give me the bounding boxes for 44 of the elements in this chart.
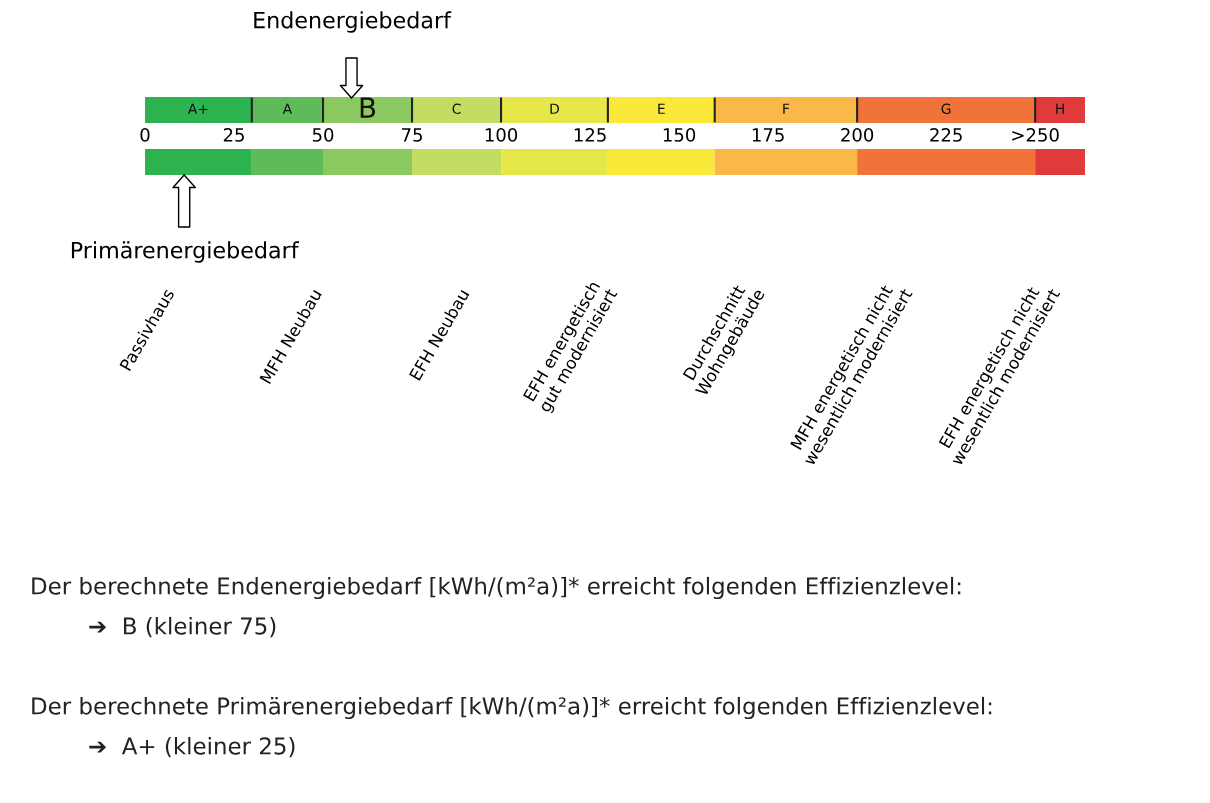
text: Der berechnete Primärenergiebedarf [kWh/(m²a)]* erreicht folgenden Effizienzlevel: (32, 696, 992, 720)
x-tick-label: 150 (663, 128, 696, 142)
bar (501, 97, 608, 123)
text: Der berechnete Endenergiebedarf [kWh/(m²a)]* erreicht folgenden Effizienzlevel: (32, 576, 961, 600)
x-tick-label: >250 (1012, 128, 1059, 142)
bar (145, 97, 252, 123)
x-tick-label: 0 (140, 128, 150, 142)
data-label: B (360, 97, 376, 118)
bar (857, 149, 1036, 175)
x-tick-label: 125 (574, 128, 606, 142)
data-label: A+ (187, 103, 208, 114)
bar (857, 97, 1036, 123)
x-tick-label: 75 (402, 128, 422, 142)
data-label: D (550, 103, 559, 114)
bar (714, 97, 858, 123)
bar (1035, 97, 1085, 123)
x-tick-label: 100 (485, 128, 518, 142)
bar (501, 149, 608, 175)
x-tick-label: 225 (930, 128, 962, 142)
bar (145, 149, 252, 175)
bar (714, 149, 858, 175)
text: ➔ B (kleiner 75) (89, 616, 276, 638)
bar (412, 149, 502, 175)
data-label: A (282, 103, 293, 114)
ref-line-label: Primärenergiebedarf (71, 241, 299, 263)
text: ➔ A+ (kleiner 25) (89, 736, 295, 758)
data-label: C (452, 103, 461, 115)
bar (323, 149, 413, 175)
data-label: G (941, 103, 951, 115)
data-label: F (783, 103, 790, 114)
data-label: E (658, 103, 665, 114)
bar (607, 149, 715, 175)
bar (607, 97, 715, 123)
bar (1035, 149, 1085, 175)
ref-line-label: Endenergiebedarf (254, 11, 452, 33)
bar (412, 97, 502, 123)
bar (323, 97, 413, 123)
x-tick-label: 50 (312, 128, 334, 142)
bar (251, 149, 324, 175)
data-label: H (1056, 103, 1064, 114)
x-tick-label: 200 (841, 128, 874, 142)
x-tick-label: 175 (752, 128, 784, 142)
bar (251, 97, 324, 123)
x-tick-label: 25 (223, 128, 244, 142)
